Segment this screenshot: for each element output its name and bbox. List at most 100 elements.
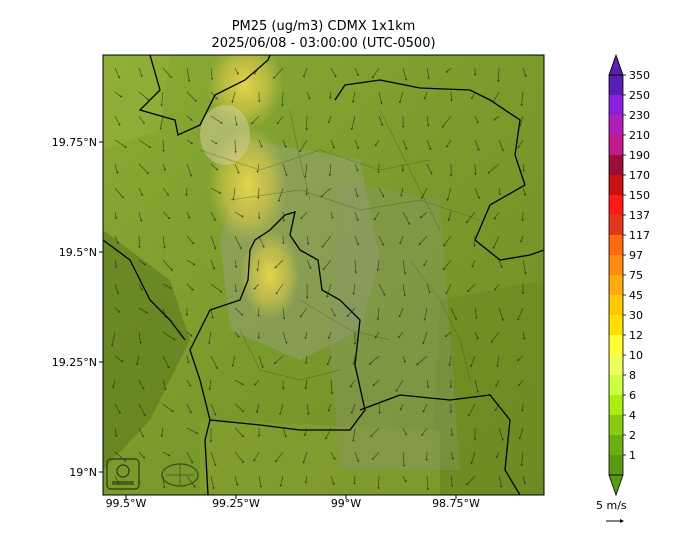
wind-vector-head	[281, 104, 284, 107]
wind-vector	[328, 331, 332, 338]
wind-vector	[274, 67, 284, 78]
wind-vector-head	[520, 240, 523, 243]
wind-vector	[138, 331, 141, 343]
wind-vector	[372, 67, 380, 77]
wind-vector	[305, 331, 308, 338]
wind-vector-head	[260, 145, 263, 148]
wind-vector-head	[163, 246, 166, 249]
wind-vector	[373, 451, 380, 459]
colorbar-segment	[609, 115, 623, 136]
wind-vector	[519, 427, 524, 438]
wind-vector-head	[420, 196, 424, 200]
wind-vector-head	[300, 216, 303, 220]
wind-vector-head	[492, 100, 495, 104]
wind-vector	[496, 451, 500, 457]
wind-vector	[258, 235, 264, 247]
wind-vector	[496, 379, 500, 386]
wind-vector-head	[143, 413, 146, 417]
wind-vector	[474, 115, 478, 122]
wind-vector	[322, 235, 332, 247]
wind-vector	[234, 259, 237, 267]
wind-vector-head	[309, 266, 312, 269]
wind-vector	[303, 67, 308, 76]
colorbar-segment	[609, 235, 623, 256]
wind-vector	[350, 379, 356, 387]
wind-vector	[330, 307, 335, 315]
wind-vector-head	[473, 73, 477, 76]
wind-vector-head	[443, 244, 446, 247]
wind-vector-head	[114, 265, 118, 269]
wind-vector	[378, 187, 384, 196]
wind-vector	[443, 259, 452, 269]
wind-vector-head	[208, 342, 211, 345]
wind-vector	[210, 259, 215, 268]
wind-vector	[323, 259, 332, 269]
wind-vector	[304, 427, 308, 435]
wind-vector	[495, 403, 500, 410]
wind-vector-head	[282, 317, 286, 320]
wind-vector	[472, 259, 476, 266]
wind-vector-head	[473, 244, 476, 247]
wind-vector	[161, 427, 164, 436]
wind-vector	[354, 163, 358, 170]
wind-vector-head	[142, 387, 145, 390]
wind-vector-head	[416, 363, 419, 366]
wind-vector	[330, 379, 333, 393]
wind-vector	[114, 283, 119, 293]
wind-vector-head	[470, 462, 473, 465]
wind-vector	[276, 283, 284, 293]
wind-vector-head	[404, 78, 408, 81]
wind-vector-head	[370, 434, 373, 438]
wind-vector-head	[494, 288, 497, 291]
wind-vector-head	[398, 100, 402, 104]
wind-vector-head	[471, 265, 474, 268]
wind-vector-head	[121, 195, 124, 199]
wind-vector	[354, 475, 356, 483]
wind-vector-head	[493, 217, 496, 220]
wind-vector	[257, 259, 260, 270]
wind-vector	[138, 211, 142, 221]
x-tick-label: 99.25°W	[212, 497, 260, 510]
wind-vector-head	[282, 242, 285, 245]
wind-vector-head	[274, 266, 277, 269]
wind-vector-head	[330, 392, 334, 395]
wind-vector-head	[140, 288, 143, 291]
wind-vector	[449, 355, 452, 365]
colorbar-segment	[609, 175, 623, 196]
wind-vector-head	[284, 435, 287, 438]
wind-vector	[423, 331, 428, 343]
wind-vector-head	[305, 193, 308, 196]
wind-vector-head	[253, 72, 256, 75]
wind-vector-head	[402, 464, 406, 467]
wind-vector	[256, 403, 260, 412]
y-axis: 19.75°N 19.5°N 19.25°N 19°N	[52, 136, 103, 479]
wind-vector-head	[167, 453, 171, 457]
wind-vector	[114, 211, 117, 218]
wind-vector	[375, 211, 380, 219]
wind-vector	[210, 307, 213, 317]
wind-vector-head	[403, 360, 406, 363]
wind-vector	[186, 403, 191, 412]
colorbar-segment	[609, 75, 623, 96]
wind-vector	[210, 451, 216, 465]
wind-vector	[305, 379, 308, 388]
wind-vector-head	[251, 122, 254, 125]
colorbar-segment	[609, 135, 623, 156]
wind-vector-head	[146, 171, 149, 175]
wind-vector	[327, 355, 332, 364]
colorbar-label: 10	[629, 349, 643, 362]
wind-vector	[186, 115, 192, 120]
wind-vector	[330, 211, 333, 217]
wind-vector	[498, 187, 501, 194]
colorbar-label: 137	[629, 209, 650, 222]
wind-vector-head	[404, 147, 408, 150]
wind-vector	[186, 331, 192, 336]
wind-vector-head	[305, 296, 309, 299]
wind-vector	[402, 67, 407, 80]
wind-vector	[327, 283, 332, 296]
wind-vector	[474, 187, 480, 198]
wind-vector	[210, 475, 214, 488]
wind-vector-head	[418, 242, 421, 246]
wind-vector	[522, 67, 526, 76]
wind-vector-head	[350, 127, 354, 131]
